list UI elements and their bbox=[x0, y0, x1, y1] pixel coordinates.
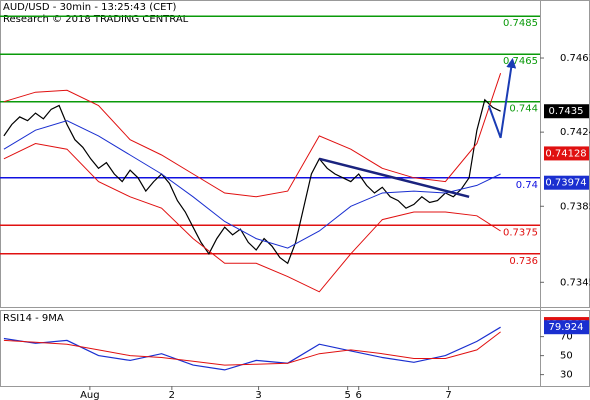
series-line bbox=[318, 157, 470, 199]
level-label: 0.7485 bbox=[503, 18, 538, 29]
series-line bbox=[3, 120, 501, 249]
price-tag-label: 79.924 bbox=[549, 322, 584, 333]
y-tick-label: 0.7424 bbox=[560, 127, 590, 138]
x-tick-label: 6 bbox=[355, 390, 361, 400]
level-label: 0.74 bbox=[516, 180, 538, 191]
series-line bbox=[3, 142, 501, 293]
price-tag: 0.73974 bbox=[544, 175, 589, 190]
level-label: 0.7465 bbox=[503, 56, 538, 67]
price-tag-box bbox=[544, 146, 589, 161]
chart-subtitle: Research © 2018 TRADING CENTRAL bbox=[3, 14, 189, 25]
x-tick-label: 5 bbox=[344, 390, 350, 400]
price-tag: 79.924 bbox=[544, 320, 589, 335]
price-tag: 0.74128 bbox=[544, 146, 589, 161]
y-tick-label: 0.7385 bbox=[560, 201, 590, 212]
price-tag-box bbox=[544, 320, 589, 335]
level-label: 0.736 bbox=[509, 256, 538, 267]
y-tick-label: 70 bbox=[560, 332, 573, 343]
price-panel-frame bbox=[0, 0, 590, 308]
level-label: 0.744 bbox=[509, 104, 538, 115]
level-label: 0.7375 bbox=[503, 227, 538, 238]
y-tick-label: 0.7345 bbox=[560, 277, 590, 288]
y-tick-label: 50 bbox=[560, 351, 573, 362]
price-tag-box bbox=[544, 175, 589, 190]
y-tick-label: 30 bbox=[560, 370, 573, 381]
series-line bbox=[3, 73, 502, 198]
series-line bbox=[3, 331, 501, 366]
x-tick-label: Aug bbox=[80, 390, 100, 400]
series-line bbox=[487, 57, 517, 139]
x-tick-label: 2 bbox=[169, 390, 175, 400]
price-tag-label: 0.7435 bbox=[549, 106, 584, 117]
y-tick-label: 0.7463 bbox=[560, 53, 590, 64]
price-tag-label: 0.73974 bbox=[545, 178, 586, 189]
series-line bbox=[3, 326, 501, 371]
rsi-title: RSI14 - 9MA bbox=[3, 313, 64, 324]
chart-title: AUD/USD - 30min - 13:25:43 (CET) bbox=[3, 2, 177, 13]
price-tag-box bbox=[544, 104, 589, 119]
x-tick-label: 3 bbox=[255, 390, 261, 400]
x-tick-label: 7 bbox=[445, 390, 451, 400]
price-tag-label: 0.74128 bbox=[545, 148, 586, 159]
series-line bbox=[3, 98, 501, 265]
price-tag: 0.7435 bbox=[544, 104, 589, 119]
